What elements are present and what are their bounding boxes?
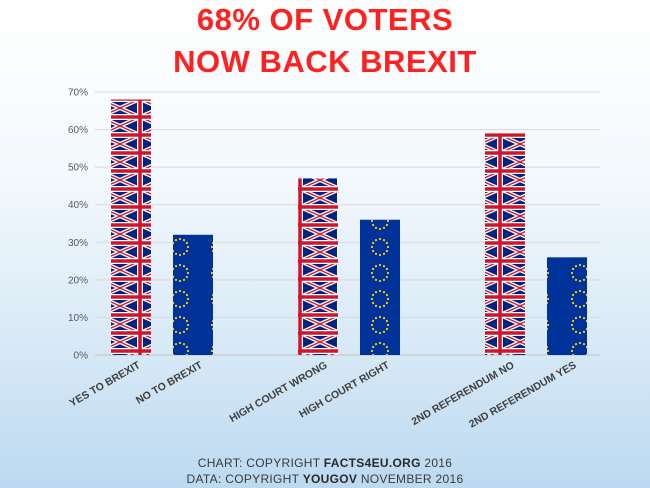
y-tick-label: 30% — [68, 238, 88, 249]
chart-title-line-1: 68% OF VOTERS — [196, 2, 454, 37]
bar-high-court-wrong — [298, 178, 338, 355]
data-credit: DATA: COPYRIGHT YOUGOV NOVEMBER 2016 — [0, 472, 650, 486]
x-category-label: 2ND REFERENDUM NO — [409, 359, 516, 428]
chart-credit-suffix: 2016 — [420, 456, 453, 470]
data-credit-brand: YOUGOV — [302, 472, 358, 486]
data-credit-suffix: NOVEMBER 2016 — [357, 472, 464, 486]
y-tick-label: 70% — [68, 88, 88, 99]
bars — [111, 99, 587, 355]
bar-2nd-referendum-no — [485, 133, 525, 355]
bar-2nd-referendum-yes — [547, 257, 587, 355]
data-credit-prefix: DATA: COPYRIGHT — [186, 472, 303, 486]
y-tick-label: 50% — [68, 163, 88, 174]
chart-credit: CHART: COPYRIGHT FACTS4EU.ORG 2016 — [0, 456, 650, 470]
bar-yes-to-brexit — [111, 99, 151, 355]
bar-high-court-right — [360, 219, 400, 355]
y-tick-label: 10% — [68, 313, 88, 324]
chart-title-line-2: NOW BACK BREXIT — [173, 44, 477, 79]
x-category-label: NO TO BREXIT — [134, 359, 205, 407]
y-tick-label: 60% — [68, 125, 88, 136]
y-axis-ticks: 0% 10% 20% 30% 40% 50% 60% 70% — [68, 88, 88, 362]
bar-no-to-brexit — [173, 234, 213, 355]
x-category-label: YES TO BREXIT — [67, 359, 143, 410]
y-tick-label: 0% — [74, 351, 89, 362]
y-tick-label: 20% — [68, 275, 88, 286]
chart-credit-brand: FACTS4EU.ORG — [323, 456, 421, 470]
y-tick-label: 40% — [68, 200, 88, 211]
x-category-label: 2ND REFERENDUM YES — [467, 359, 578, 430]
chart-credit-prefix: CHART: COPYRIGHT — [197, 456, 324, 470]
x-category-label: HIGH COURT WRONG — [228, 359, 330, 425]
